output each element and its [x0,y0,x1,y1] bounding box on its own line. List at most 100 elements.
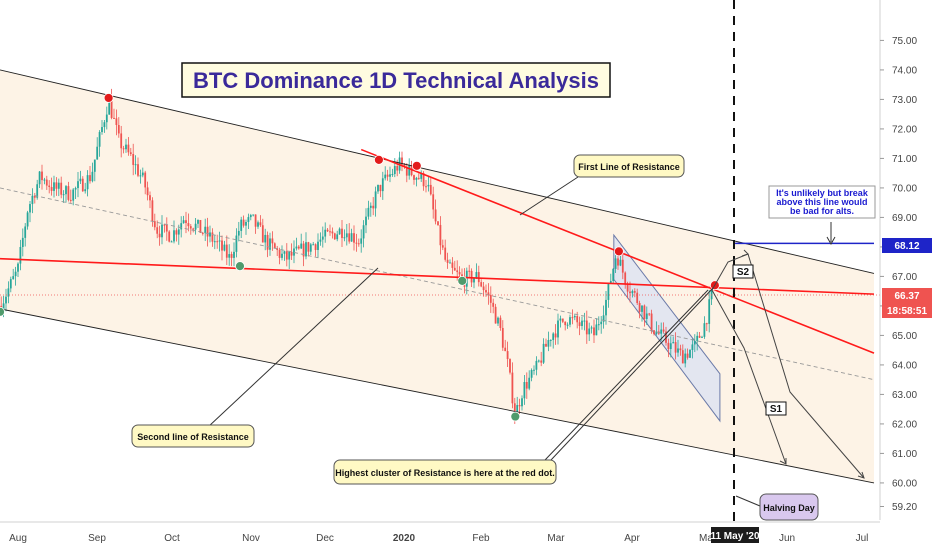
candle-body [492,302,495,307]
candle-body [81,178,84,192]
candle-body [386,174,389,177]
candle-body [216,241,219,243]
candle-body [67,186,70,200]
candle-body [38,171,41,185]
candle-body [516,405,519,416]
candle-body [636,292,639,303]
candle-body [662,329,665,332]
candle-body [26,212,29,227]
price-tag-current-label: 66.37 [894,291,919,302]
candle-body [247,217,250,223]
candle-body [161,224,163,238]
candle-body [285,251,288,260]
candle-body [453,267,456,271]
candle-body [266,234,269,250]
candle-body [273,243,276,249]
candle-body [297,246,300,249]
candle-body [240,219,243,231]
candle-body [393,166,396,175]
leader-second-line [207,267,379,428]
candle-body [86,175,89,190]
leader-cluster-1 [544,289,709,461]
candle-body [609,280,612,284]
candle-body [302,243,305,257]
time-tick-label: Ma [699,533,713,544]
candle-body [149,195,151,201]
price-tick-label: 69.00 [892,213,917,224]
channel-mid-line [0,187,875,381]
candle-body [249,215,252,218]
candle-body [60,182,63,195]
candle-body [89,175,91,182]
candle-body [588,328,591,335]
candle-body [571,317,574,319]
candle-body [5,296,7,304]
candle-body [173,230,175,242]
candle-body [590,327,593,329]
candle-body [667,342,670,349]
candle-body [542,343,545,363]
callout-first-line-text: First Line of Resistance [578,162,680,172]
time-tick-label: Jul [856,533,869,544]
candle-body [7,288,10,297]
candle-body [261,225,264,243]
candle-body [434,209,437,222]
candle-body [482,286,485,291]
blue-note-arrow-head [826,236,836,246]
candle-body [641,305,643,312]
candle-body [197,219,199,224]
channel-lower-line [0,308,875,484]
candle-body [103,122,106,128]
candle-body [254,214,257,227]
candle-body [2,303,5,312]
candle-body [108,98,111,115]
candle-body [129,152,132,154]
candle-body [29,204,31,213]
candle-body [228,254,231,258]
time-tick-label: Apr [624,533,640,544]
candle-body [24,226,27,238]
candle-body [612,268,615,281]
candle-body [561,318,564,322]
candle-body [401,157,403,165]
price-tick-label: 64.00 [892,360,917,371]
candle-body [403,164,406,167]
second-line-of-resistance [0,257,875,295]
candle-body [321,236,324,240]
candle-body [576,316,579,323]
candle-body [206,226,209,237]
time-axis[interactable]: Aug Sep Oct Nov Dec 2020 Feb Mar Apr Ma Jun Jul [9,533,868,544]
candle-body [458,272,461,275]
scenario-s1-box [765,401,787,416]
candle-body [578,322,581,327]
candle-body [31,195,34,205]
channel-upper-line [0,69,875,274]
candle-body [127,144,130,153]
callout-cluster-text: Highest cluster of Resistance is here at… [335,468,555,478]
candle-body [629,291,631,294]
candle-body [660,329,663,334]
candle-body [446,259,449,263]
callout-halving-box [759,493,819,521]
candle-body [432,194,435,210]
candle-body [638,302,641,312]
candle-body [619,259,622,266]
candle-body [98,132,101,147]
candle-body [672,342,675,344]
halving-date-label: 11 May '20 [710,531,760,542]
candle-body [223,244,226,251]
pivot-low-dot [0,306,5,317]
candle-body [465,270,468,287]
time-tick-label: Nov [242,533,260,544]
candle-body [353,233,355,243]
candle-body [57,182,60,189]
candle-body [547,340,550,347]
candle-body [473,278,475,283]
candle-body [141,172,144,176]
candle-body [355,242,358,244]
s2-arrow-head [741,249,749,257]
candle-body [513,403,516,416]
candle-body [137,164,139,176]
candle-body [329,231,331,233]
